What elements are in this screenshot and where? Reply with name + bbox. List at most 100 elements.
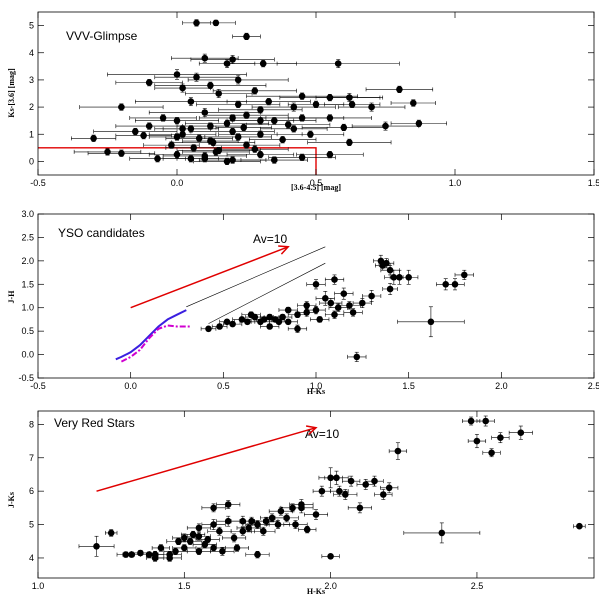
data-point — [118, 103, 125, 111]
x-tick-label: 0.0 — [124, 381, 137, 391]
data-point — [292, 521, 299, 528]
data-point — [212, 19, 220, 27]
data-point — [334, 304, 342, 312]
data-point — [268, 514, 276, 522]
data-point — [331, 311, 338, 319]
x-tick-label: 0.5 — [217, 381, 230, 391]
data-point — [216, 323, 223, 330]
plot-area — [78, 415, 586, 562]
data-point — [326, 151, 334, 158]
reddening-vector-label: Av=10 — [253, 232, 287, 246]
data-point — [383, 259, 390, 267]
data-point — [233, 544, 241, 552]
data-point — [181, 544, 188, 552]
y-tick-label: 1.0 — [21, 303, 34, 313]
data-point — [326, 114, 334, 122]
data-point — [303, 302, 311, 309]
y-axis-label: Ks-[3.6] [mag] — [7, 68, 16, 118]
data-point — [356, 504, 364, 512]
dwarf-locus-line — [115, 309, 187, 361]
plot-area — [38, 19, 447, 175]
data-point — [179, 131, 186, 138]
y-tick-label: 3 — [29, 75, 34, 85]
y-tick-label: 2.5 — [21, 232, 34, 242]
data-point — [303, 309, 311, 316]
data-point — [204, 536, 211, 543]
data-point — [394, 447, 402, 455]
y-tick-label: 4 — [29, 553, 34, 563]
data-point — [396, 86, 403, 93]
data-point — [386, 285, 394, 293]
data-point — [215, 90, 222, 97]
y-tick-label: 1 — [29, 129, 34, 139]
axes-frame — [37, 410, 595, 579]
x-tick-label: 1.5 — [402, 381, 415, 391]
x-tick-label: 2.0 — [324, 581, 337, 591]
data-point — [294, 325, 301, 333]
data-point — [207, 137, 214, 145]
data-point — [380, 491, 387, 498]
data-point — [266, 313, 274, 321]
data-point — [175, 538, 182, 545]
data-point — [312, 306, 320, 314]
data-point — [223, 318, 231, 326]
data-point — [405, 274, 413, 281]
data-point — [179, 125, 186, 133]
panel-yso-candidates: YSO candidates Av=10 -0.5 0.0 0.5 1.0 1.5 2.0… — [7, 209, 599, 396]
data-point — [247, 311, 255, 319]
data-point — [334, 60, 342, 67]
data-point — [90, 135, 97, 142]
data-point — [159, 114, 167, 122]
data-point — [244, 318, 251, 326]
data-point — [195, 533, 203, 540]
data-point — [371, 477, 378, 485]
x-tick-label: 2.0 — [495, 381, 508, 391]
data-point — [349, 309, 357, 316]
data-point — [257, 151, 264, 158]
y-tick-label: 0 — [29, 156, 34, 166]
data-point — [312, 101, 320, 108]
data-point — [410, 99, 417, 107]
x-axis-label: H-Ks — [307, 587, 325, 596]
reddening-band-line — [186, 246, 326, 308]
x-tick-label: 1.0 — [32, 581, 45, 591]
reddening-vector — [96, 426, 317, 492]
reddening-vector-head — [305, 425, 318, 435]
data-point — [195, 524, 203, 532]
y-tick-label: 3.0 — [21, 209, 34, 219]
x-tick-label: 0.5 — [310, 178, 323, 188]
y-tick-label: 4 — [29, 48, 34, 58]
data-point — [347, 477, 355, 485]
data-point — [368, 103, 375, 111]
x-tick-label: 1.5 — [178, 581, 191, 591]
data-point — [230, 534, 238, 542]
data-point — [266, 323, 274, 330]
data-point — [257, 117, 264, 124]
data-point — [195, 135, 203, 142]
data-point — [340, 290, 348, 298]
data-point — [254, 551, 261, 558]
data-point — [104, 148, 111, 156]
data-point — [316, 316, 324, 323]
y-tick-label: 8 — [29, 419, 34, 429]
data-point — [327, 553, 334, 560]
data-point — [284, 121, 292, 128]
data-point — [201, 54, 209, 62]
x-axis-label: H-Ks — [307, 387, 325, 396]
data-point — [488, 449, 495, 457]
data-point — [210, 504, 217, 512]
data-point — [386, 266, 394, 274]
data-point — [277, 507, 285, 515]
y-tick-label: -0.5 — [18, 373, 34, 383]
giant-locus-line — [120, 324, 190, 363]
data-point — [346, 139, 353, 146]
data-point — [467, 417, 475, 425]
x-tick-label: -0.5 — [30, 178, 46, 188]
data-point — [368, 292, 375, 300]
data-point — [385, 484, 393, 492]
data-point — [201, 155, 209, 162]
data-point — [263, 517, 270, 525]
data-point — [243, 111, 250, 119]
data-point — [248, 517, 255, 525]
